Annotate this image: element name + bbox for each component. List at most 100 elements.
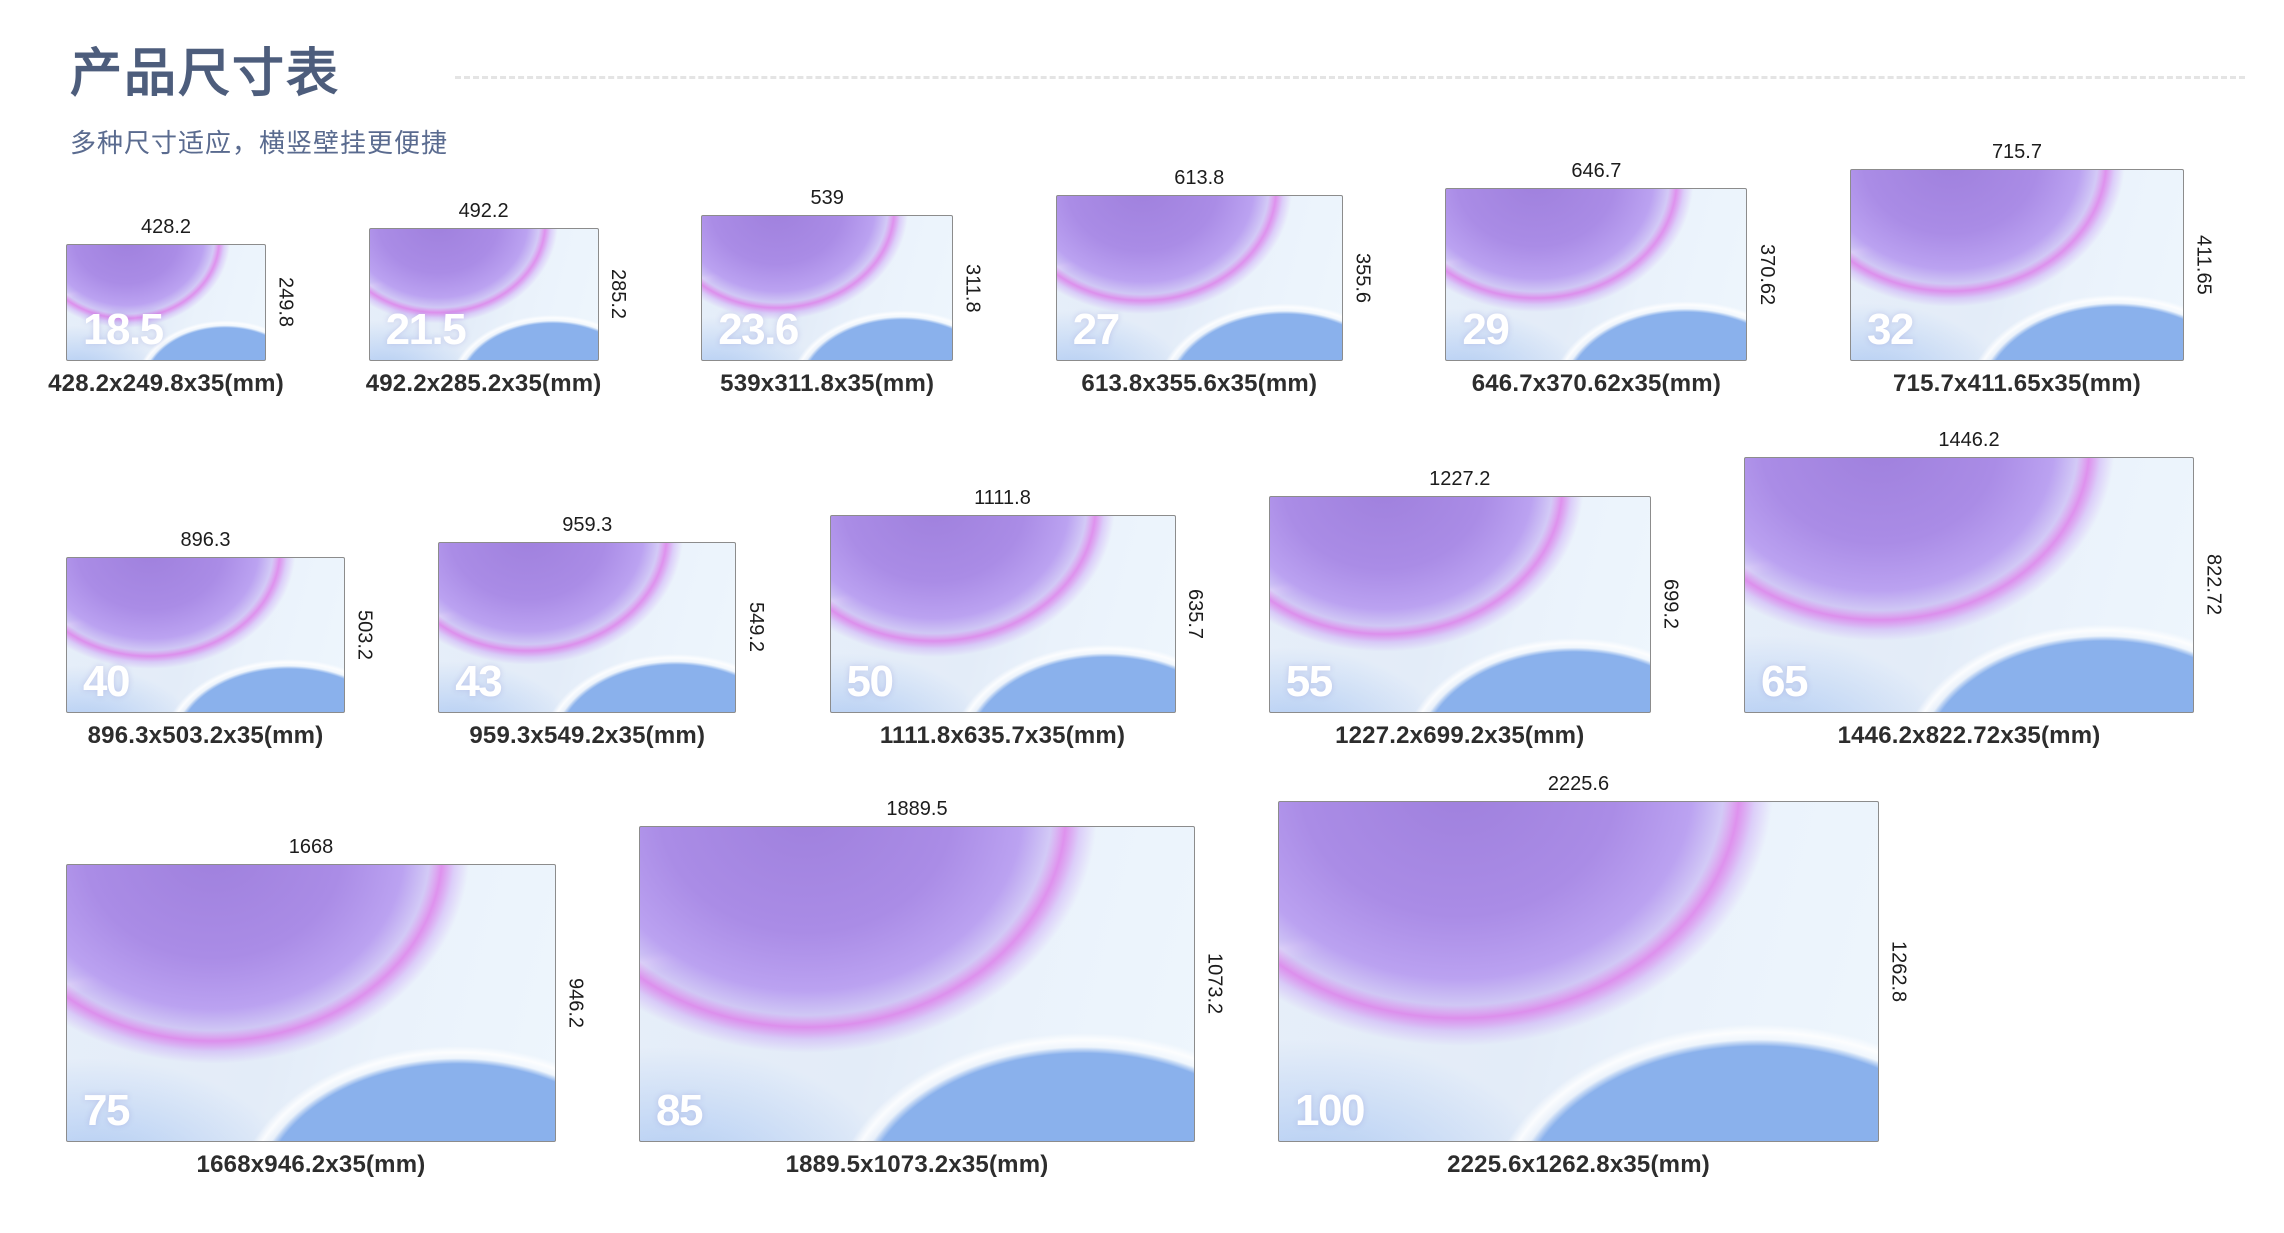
size-card-27: 613.8 27 355.6 613.8x355.6x35(mm) (1055, 167, 1375, 398)
screen-with-height-label: 32 411.65 (1849, 169, 2216, 361)
dimension-caption: 2225.6x1262.8x35(mm) (1447, 1151, 1710, 1178)
size-card-85: 1889.5 85 1073.2 1889.5x1073.2x35(mm) (639, 798, 1227, 1179)
dashed-divider (455, 76, 2245, 79)
screen-with-height-label: 85 1073.2 (639, 826, 1227, 1142)
width-dimension-label: 492.2 (458, 200, 509, 222)
product-screen-preview: 27 (1055, 195, 1343, 361)
size-row-small: 428.2 18.5 249.8 428.2x249.8x35(mm) 492.2 21.… (48, 141, 2216, 398)
screen-size-label: 65 (1761, 657, 1808, 706)
dimension-caption: 539x311.8x35(mm) (720, 370, 935, 397)
size-card-40: 896.3 40 503.2 896.3x503.2x35(mm) (66, 529, 377, 750)
screen-with-height-label: 50 635.7 (829, 515, 1208, 713)
size-card-32: 715.7 32 411.65 715.7x411.65x35(mm) (1849, 141, 2216, 398)
product-screen-preview: 50 (829, 515, 1176, 713)
dimension-caption: 613.8x355.6x35(mm) (1081, 370, 1318, 397)
size-card-43: 959.3 43 549.2 959.3x549.2x35(mm) (438, 514, 768, 750)
size-card-23.6: 539 23.6 311.8 539x311.8x35(mm) (701, 187, 985, 398)
size-card-100: 2225.6 100 1262.8 2225.6x1262.8x35(mm) (1278, 773, 1911, 1179)
height-dimension-label: 822.72 (2202, 554, 2225, 616)
page-subtitle: 多种尺寸适应，横竖壁挂更便捷 (70, 128, 449, 159)
screen-size-label: 21.5 (385, 305, 467, 354)
dimension-caption: 1111.8x635.7x35(mm) (879, 722, 1126, 749)
product-screen-preview: 43 (438, 542, 737, 713)
dimension-caption: 896.3x503.2x35(mm) (87, 722, 324, 749)
dimension-caption: 1889.5x1073.2x35(mm) (785, 1151, 1049, 1178)
height-dimension-label: 285.2 (607, 269, 630, 320)
size-card-21.5: 492.2 21.5 285.2 492.2x285.2x35(mm) (365, 200, 631, 398)
height-dimension-label: 411.65 (2192, 235, 2215, 295)
screen-with-height-label: 29 370.62 (1445, 188, 1779, 361)
width-dimension-label: 896.3 (180, 529, 231, 551)
screen-with-height-label: 18.5 249.8 (66, 244, 298, 361)
screen-size-label: 18.5 (83, 305, 164, 354)
screen-with-height-label: 21.5 285.2 (368, 228, 631, 361)
height-dimension-label: 311.8 (961, 263, 984, 313)
dimension-caption: 428.2x249.8x35(mm) (48, 370, 284, 397)
size-card-18.5: 428.2 18.5 249.8 428.2x249.8x35(mm) (48, 216, 298, 398)
screen-size-label: 40 (83, 657, 130, 706)
height-dimension-label: 635.7 (1184, 588, 1206, 640)
height-dimension-label: 946.2 (564, 977, 587, 1029)
screen-size-label: 23.6 (718, 305, 799, 354)
dimension-caption: 715.7x411.65x35(mm) (1892, 370, 2141, 397)
height-dimension-label: 249.8 (274, 277, 297, 328)
screen-size-label: 32 (1866, 305, 1914, 354)
dimension-caption: 1227.2x699.2x35(mm) (1335, 722, 1585, 749)
height-dimension-label: 355.6 (1351, 252, 1374, 304)
size-card-55: 1227.2 55 699.2 1227.2x699.2x35(mm) (1268, 468, 1683, 750)
screen-size-label: 29 (1462, 305, 1509, 354)
product-screen-preview: 65 (1744, 457, 2194, 713)
height-dimension-label: 1073.2 (1203, 953, 1226, 1015)
dimension-caption: 646.7x370.62x35(mm) (1471, 370, 1722, 397)
screen-with-height-label: 43 549.2 (438, 542, 768, 713)
dimension-caption: 1446.2x822.72x35(mm) (1837, 722, 2101, 749)
height-dimension-label: 549.2 (744, 602, 767, 653)
product-screen-preview: 100 (1278, 801, 1879, 1142)
height-dimension-label: 503.2 (353, 609, 376, 661)
product-screen-preview: 32 (1849, 169, 2184, 361)
screen-with-height-label: 75 946.2 (66, 864, 588, 1142)
screen-with-height-label: 100 1262.8 (1278, 801, 1911, 1142)
product-screen-preview: 21.5 (368, 228, 599, 361)
product-screen-preview: 55 (1268, 496, 1651, 713)
screen-with-height-label: 65 822.72 (1744, 457, 2226, 713)
size-card-50: 1111.8 50 635.7 1111.8x635.7x35(mm) (829, 487, 1208, 750)
screen-size-label: 85 (656, 1086, 703, 1135)
width-dimension-label: 959.3 (562, 514, 613, 536)
height-dimension-label: 699.2 (1659, 579, 1682, 630)
size-card-29: 646.7 29 370.62 646.7x370.62x35(mm) (1445, 160, 1779, 398)
screen-size-label: 100 (1295, 1086, 1365, 1135)
product-screen-preview: 18.5 (66, 244, 266, 361)
width-dimension-label: 715.7 (1991, 141, 2042, 163)
height-dimension-label: 1262.8 (1887, 940, 1910, 1003)
width-dimension-label: 1111.8 (974, 487, 1031, 509)
product-screen-preview: 40 (66, 557, 345, 713)
screen-with-height-label: 27 355.6 (1055, 195, 1375, 361)
width-dimension-label: 539 (810, 187, 844, 209)
page-header: 产品尺寸表 多种尺寸适应，横竖壁挂更便捷 (70, 45, 449, 160)
screen-size-label: 50 (846, 657, 894, 706)
width-dimension-label: 1668 (288, 836, 334, 858)
screen-with-height-label: 23.6 311.8 (701, 215, 985, 361)
page-title: 产品尺寸表 (70, 45, 341, 103)
size-card-75: 1668 75 946.2 1668x946.2x35(mm) (66, 836, 588, 1179)
width-dimension-label: 428.2 (140, 216, 192, 238)
product-screen-preview: 85 (639, 826, 1195, 1142)
width-dimension-label: 1889.5 (886, 798, 948, 820)
width-dimension-label: 646.7 (1571, 160, 1622, 182)
screen-with-height-label: 40 503.2 (66, 557, 377, 713)
size-row-medium: 896.3 40 503.2 896.3x503.2x35(mm) 959.3 43 549… (66, 429, 2226, 750)
product-screen-preview: 29 (1445, 188, 1748, 361)
screen-size-label: 55 (1285, 657, 1333, 706)
screen-size-label: 75 (83, 1086, 130, 1135)
product-screen-preview: 23.6 (701, 215, 954, 361)
dimension-caption: 492.2x285.2x35(mm) (365, 370, 602, 397)
screen-size-label: 27 (1072, 305, 1120, 354)
width-dimension-label: 1446.2 (1938, 429, 2000, 451)
size-card-65: 1446.2 65 822.72 1446.2x822.72x35(mm) (1744, 429, 2226, 750)
height-dimension-label: 370.62 (1755, 243, 1778, 306)
size-row-large: 1668 75 946.2 1668x946.2x35(mm) 1889.5 85 1073… (66, 773, 1911, 1179)
width-dimension-label: 1227.2 (1429, 468, 1491, 490)
product-screen-preview: 75 (66, 864, 556, 1142)
